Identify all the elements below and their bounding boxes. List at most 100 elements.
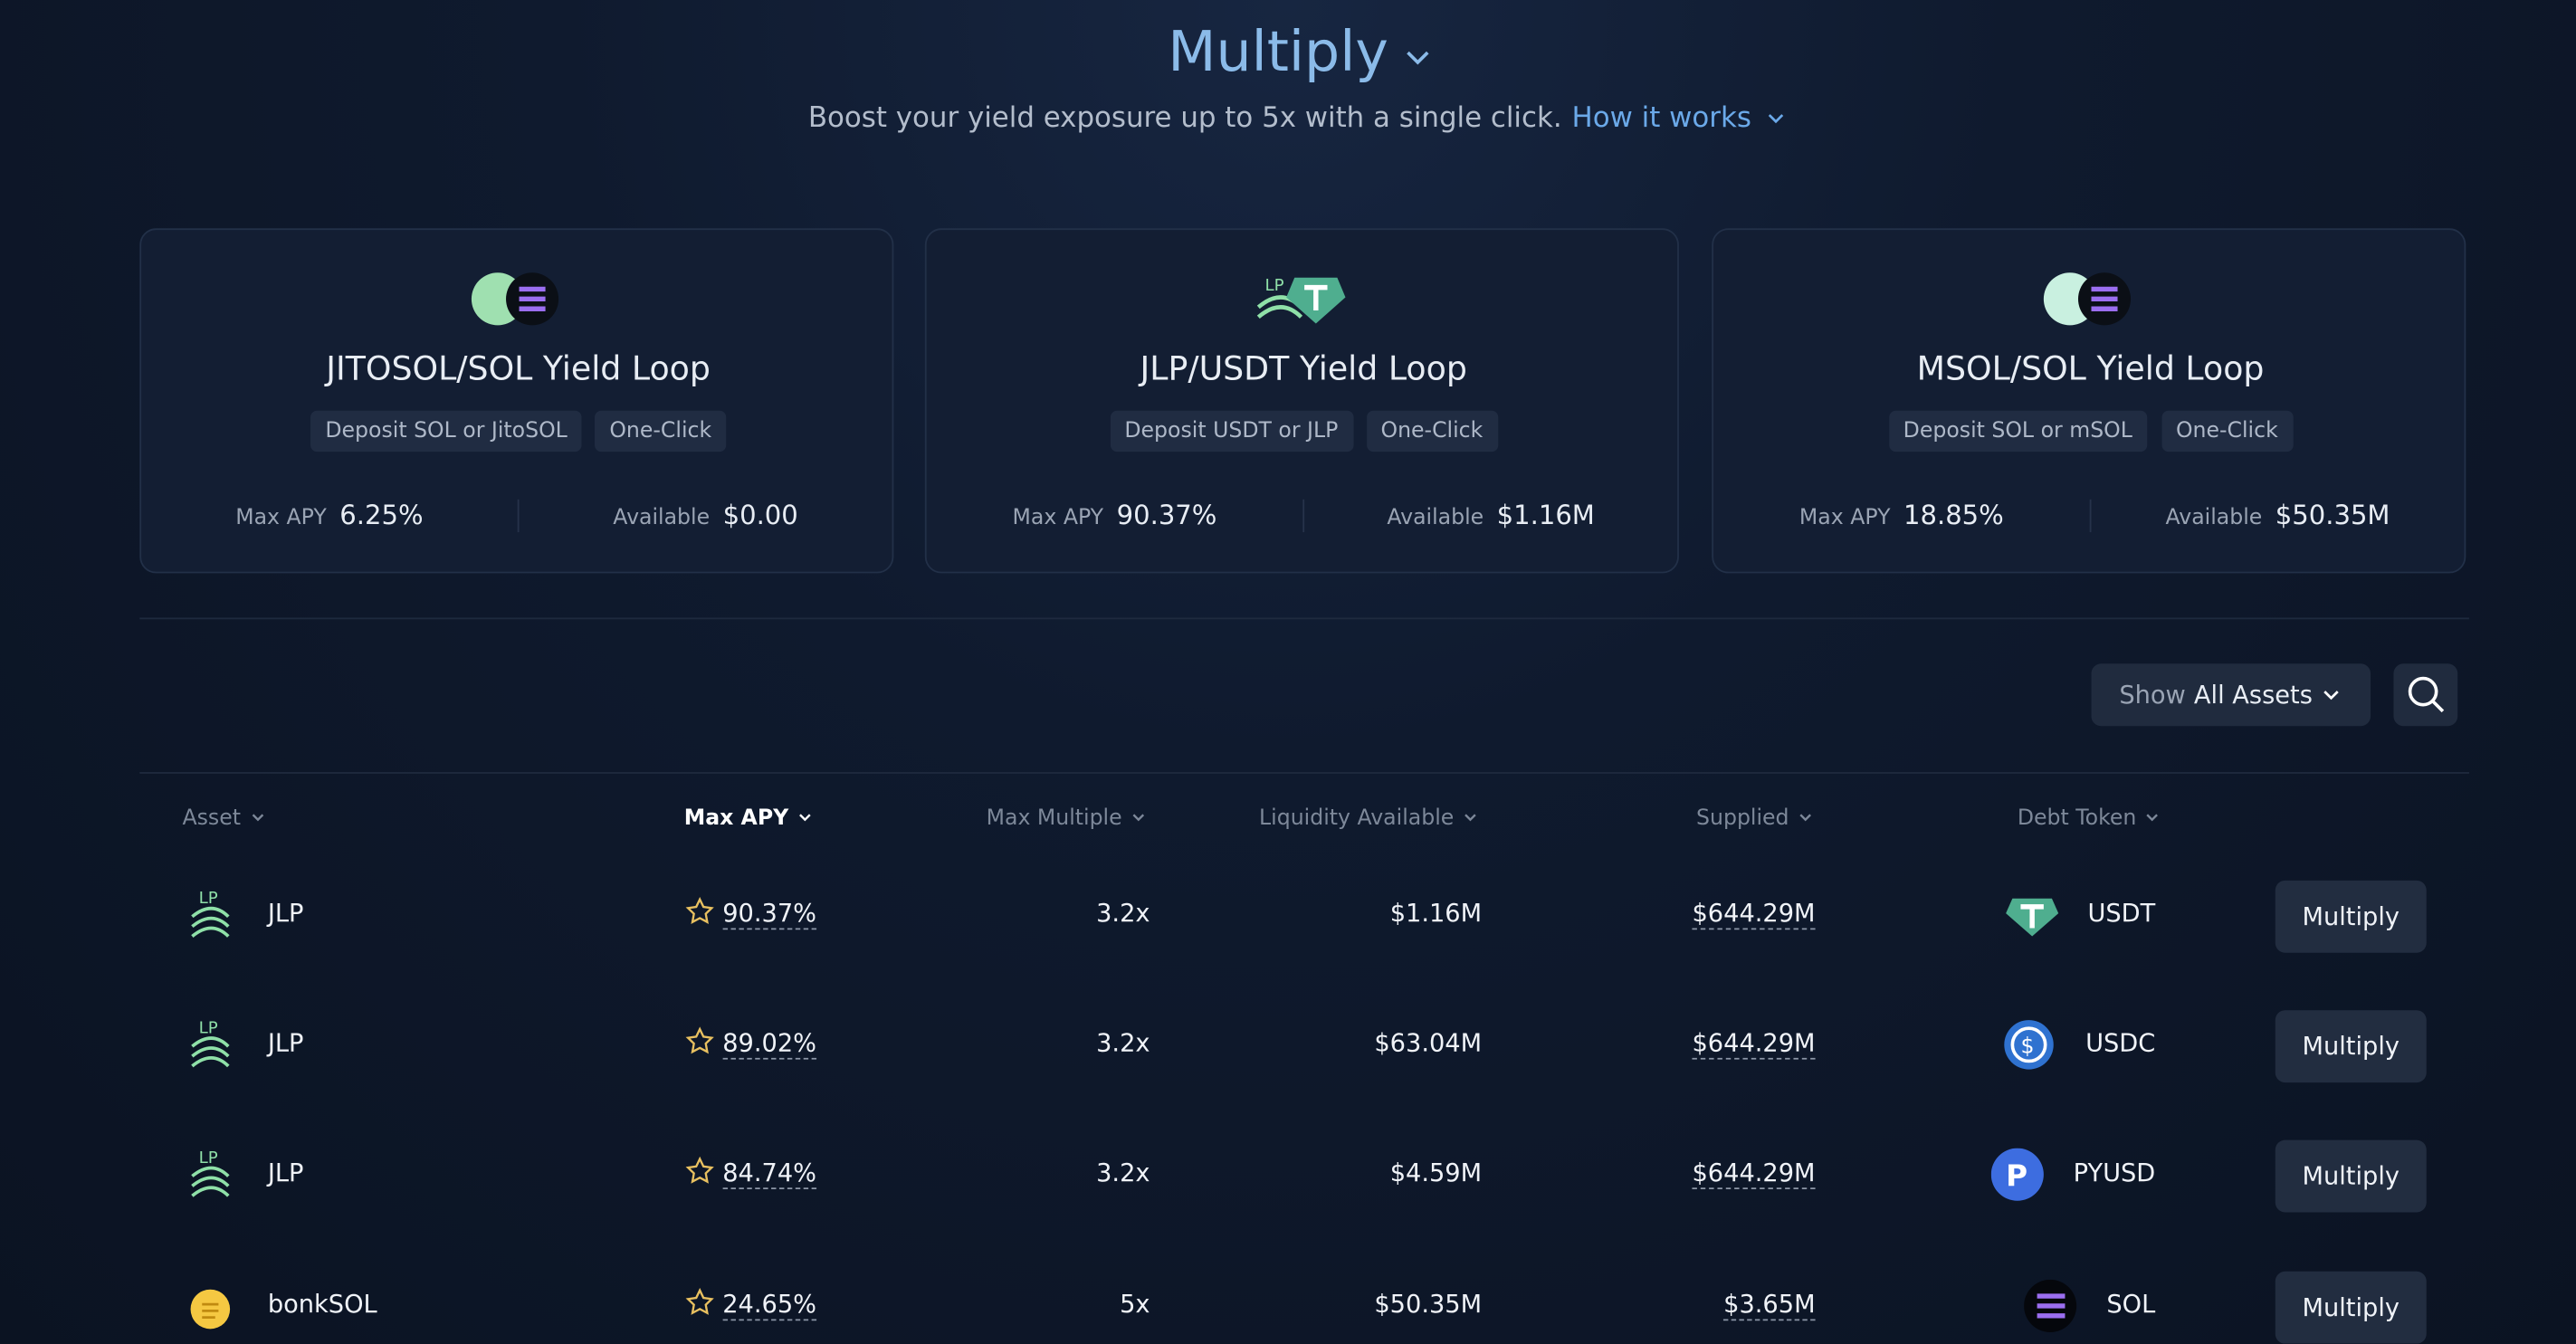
max-multiple: 5x	[1120, 1289, 1150, 1320]
card-icon	[2042, 271, 2137, 337]
debt-icon	[2006, 889, 2062, 951]
column-header-text: Debt Token	[2017, 806, 2137, 832]
max-apy: 24.65%	[684, 1287, 817, 1321]
column-header-text: Asset	[182, 806, 241, 832]
card-title: JLP/USDT Yield Loop	[1140, 348, 1467, 388]
card-title: MSOL/SOL Yield Loop	[1916, 348, 2265, 388]
card-title: JITOSOL/SOL Yield Loop	[326, 348, 711, 388]
stat-label: Max APY	[1798, 506, 1891, 531]
stat-value: $1.16M	[1496, 499, 1595, 531]
divider	[139, 617, 2469, 620]
asset-name: JLP	[267, 1158, 304, 1188]
asset-icon	[187, 1278, 236, 1344]
search-button[interactable]	[2393, 663, 2458, 727]
max-apy-value: 84.74%	[722, 1158, 817, 1190]
strategy-card[interactable]: MSOL/SOL Yield Loop Deposit SOL or mSOL On…	[1712, 228, 2466, 574]
debt-token: SOL	[2106, 1289, 2156, 1320]
debt-icon: P	[1990, 1148, 2047, 1211]
show-assets-dropdown[interactable]: Show All Assets	[2091, 663, 2371, 727]
available-stat: Available $50.35M	[2090, 500, 2466, 530]
divider	[139, 772, 2469, 774]
column-header-text: Liquidity Available	[1259, 806, 1455, 832]
max-apy: 89.02%	[684, 1026, 817, 1060]
supplied: $644.29M	[1692, 898, 1816, 930]
subtitle-row: Boost your yield exposure up to 5x with …	[0, 102, 2576, 135]
page-title: Multiply	[1168, 19, 1388, 86]
max-apy-value: 90.37%	[722, 898, 817, 930]
stat-label: Available	[2165, 506, 2263, 531]
apy-stat: Max APY 90.37%	[927, 500, 1303, 530]
debt-icon	[2024, 1279, 2080, 1342]
multiply-button[interactable]: Multiply	[2275, 1271, 2427, 1344]
column-header[interactable]: Asset	[182, 806, 265, 831]
column-header[interactable]: Supplied	[1696, 806, 1814, 831]
liquidity: $1.16M	[1389, 898, 1483, 929]
card-tag: One-Click	[2161, 410, 2294, 453]
asset-name: JLP	[267, 898, 304, 929]
card-tag: Deposit USDT or JLP	[1110, 410, 1353, 453]
stat-divider	[1302, 499, 1305, 533]
card-tag: One-Click	[595, 410, 727, 453]
debt-icon: $	[2002, 1018, 2058, 1081]
subtitle: Boost your yield exposure up to 5x with …	[807, 101, 1562, 135]
max-apy-value: 24.65%	[722, 1289, 817, 1321]
svg-text:LP: LP	[199, 889, 218, 908]
max-apy-value: 89.02%	[722, 1028, 817, 1060]
stat-value: 90.37%	[1116, 499, 1217, 531]
stat-value: 6.25%	[339, 499, 424, 531]
strategy-card[interactable]: LP JLP/USDT Yield Loop Deposit USDT or JLP…	[924, 228, 1679, 574]
apy-stat: Max APY 6.25%	[141, 500, 518, 530]
supplied: $644.29M	[1692, 1158, 1816, 1190]
stat-value: $50.35M	[2275, 499, 2390, 531]
card-tag: One-Click	[1366, 410, 1498, 453]
asset-name: JLP	[267, 1028, 304, 1058]
column-header[interactable]: Debt Token	[2018, 806, 2161, 831]
liquidity: $63.04M	[1374, 1028, 1483, 1058]
stat-divider	[517, 499, 520, 533]
max-multiple: 3.2x	[1096, 1028, 1150, 1058]
column-header-text: Max Multiple	[986, 806, 1122, 832]
svg-text:LP: LP	[199, 1019, 218, 1038]
column-header[interactable]: Liquidity Available	[1259, 806, 1478, 831]
svg-text:$: $	[2020, 1033, 2034, 1058]
stat-label: Max APY	[1012, 506, 1104, 531]
multiply-button[interactable]: Multiply	[2275, 1139, 2427, 1213]
how-it-works-link[interactable]: How it works	[1571, 101, 1751, 135]
stat-value: 18.85%	[1903, 499, 2004, 531]
asset-icon: LP	[187, 1147, 236, 1213]
supplied: $644.29M	[1692, 1028, 1816, 1060]
svg-text:LP: LP	[199, 1149, 218, 1168]
column-header[interactable]: Max Multiple	[987, 806, 1147, 831]
filter-value: All Assets	[2193, 680, 2313, 710]
max-multiple: 3.2x	[1096, 898, 1150, 929]
svg-text:P: P	[2006, 1158, 2027, 1193]
stat-label: Max APY	[235, 506, 327, 531]
max-apy: 90.37%	[684, 896, 817, 930]
liquidity: $4.59M	[1389, 1158, 1483, 1188]
strategy-card[interactable]: JITOSOL/SOL Yield Loop Deposit SOL or Jit…	[139, 228, 894, 574]
column-header-text: Supplied	[1696, 806, 1789, 832]
debt-token: PYUSD	[2073, 1158, 2156, 1188]
card-tag: Deposit SOL or mSOL	[1888, 410, 2148, 453]
max-apy: 84.74%	[684, 1156, 817, 1190]
stat-label: Available	[1387, 506, 1484, 531]
column-header[interactable]: Max APY	[684, 806, 814, 831]
apy-stat: Max APY 18.85%	[1713, 500, 2090, 530]
multiply-button[interactable]: Multiply	[2275, 1010, 2427, 1083]
liquidity: $50.35M	[1374, 1289, 1483, 1320]
title-chevron	[1405, 43, 1431, 73]
multiply-button[interactable]: Multiply	[2275, 880, 2427, 953]
card-icon	[470, 271, 565, 337]
max-multiple: 3.2x	[1096, 1158, 1150, 1188]
filter-chevron	[2322, 663, 2342, 748]
debt-token: USDC	[2085, 1028, 2156, 1058]
available-stat: Available $1.16M	[1302, 500, 1679, 530]
link-chevron	[1751, 102, 1788, 135]
debt-token: USDT	[2087, 898, 2156, 929]
stat-value: $0.00	[722, 499, 798, 531]
stat-divider	[2089, 499, 2092, 533]
asset-icon: LP	[187, 1016, 236, 1082]
svg-text:LP: LP	[1265, 276, 1284, 295]
